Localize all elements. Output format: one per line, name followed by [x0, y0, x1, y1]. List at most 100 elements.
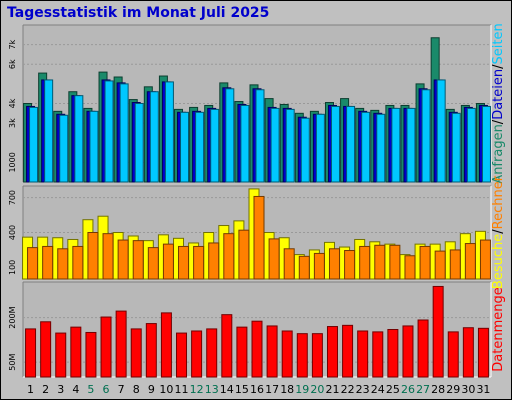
x-tick-label-day-14: 14 — [220, 383, 234, 396]
legend-entry: / — [491, 229, 506, 234]
bar-seiten-day-20 — [315, 113, 325, 183]
bar-datenmenge-day-23 — [357, 330, 369, 378]
bar-seiten-day-29 — [451, 112, 461, 183]
chart-title: Tagesstatistik im Monat Juli 2025 — [7, 5, 270, 21]
legend-entry: Dateien — [491, 69, 506, 120]
bar-rechner-day-6 — [102, 233, 114, 280]
legend-entry: / — [491, 119, 506, 124]
y-tick-label: 50M — [8, 354, 17, 371]
bar-seiten-day-18 — [285, 108, 295, 183]
y-tick-label: 700 — [8, 190, 17, 205]
x-tick-label-day-2: 2 — [42, 383, 49, 396]
x-tick-label-day-29: 29 — [446, 383, 460, 396]
bar-rechner-day-17 — [268, 238, 280, 280]
x-tick-label-day-15: 15 — [235, 383, 249, 396]
bar-rechner-day-26 — [404, 255, 416, 280]
y-tick-label: 4k — [8, 98, 17, 108]
bar-seiten-day-9 — [149, 91, 159, 183]
bar-datenmenge-day-24 — [372, 331, 384, 378]
x-tick-label-day-16: 16 — [250, 383, 264, 396]
bar-seiten-day-25 — [391, 107, 401, 183]
bar-datenmenge-day-16 — [251, 320, 263, 378]
bar-rechner-day-13 — [208, 242, 220, 280]
bar-datenmenge-day-26 — [402, 325, 414, 378]
x-tick-label-day-10: 10 — [159, 383, 173, 396]
bar-seiten-day-14 — [225, 88, 235, 183]
x-tick-label-day-24: 24 — [371, 383, 385, 396]
legend-requests: Anfragen/Dateien/Seiten — [491, 23, 506, 183]
y-tick-label: 3k — [8, 118, 17, 128]
legend-visits: Besuche/Rechner — [491, 175, 506, 289]
y-tick-label: 400 — [8, 225, 17, 240]
bar-datenmenge-day-17 — [266, 325, 278, 378]
bar-datenmenge-day-8 — [130, 328, 142, 378]
bar-rechner-day-1 — [27, 247, 39, 280]
bar-rechner-day-20 — [313, 252, 325, 280]
bar-datenmenge-day-27 — [417, 319, 429, 378]
bar-datenmenge-day-10 — [160, 312, 172, 378]
bar-datenmenge-day-11 — [176, 332, 188, 378]
legend-entry: Besuche — [491, 234, 506, 289]
x-tick-label-day-20: 20 — [310, 383, 324, 396]
bar-seiten-day-6 — [104, 80, 114, 183]
bar-datenmenge-day-9 — [145, 323, 157, 378]
bar-datenmenge-day-1 — [25, 328, 37, 378]
bar-rechner-day-24 — [374, 244, 386, 280]
bar-rechner-day-5 — [87, 232, 99, 280]
bar-rechner-day-28 — [434, 250, 446, 280]
bar-seiten-day-27 — [421, 89, 431, 183]
bar-seiten-day-26 — [406, 107, 416, 183]
bar-datenmenge-day-18 — [281, 330, 293, 378]
bar-seiten-day-24 — [376, 113, 386, 183]
bar-datenmenge-day-13 — [206, 328, 218, 378]
legend-entry: / — [491, 64, 506, 69]
legend-entry: Rechner — [491, 175, 506, 229]
x-tick-label-day-9: 9 — [148, 383, 155, 396]
x-tick-label-day-19: 19 — [295, 383, 309, 396]
bar-datenmenge-day-22 — [342, 324, 354, 378]
bar-seiten-day-13 — [210, 108, 220, 183]
x-tick-label-day-23: 23 — [356, 383, 370, 396]
y-tick-label: 1000 — [8, 152, 17, 172]
bar-datenmenge-day-20 — [311, 333, 323, 378]
x-tick-label-day-12: 12 — [190, 383, 204, 396]
y-tick-label: 6k — [8, 59, 17, 69]
bar-seiten-day-12 — [195, 111, 205, 183]
x-tick-label-day-4: 4 — [72, 383, 79, 396]
bar-datenmenge-day-2 — [40, 321, 52, 378]
bar-seiten-day-8 — [134, 103, 144, 183]
y-tick-label: 200M — [8, 306, 17, 328]
bar-seiten-day-19 — [300, 117, 310, 183]
bar-datenmenge-day-31 — [477, 327, 489, 378]
bar-rechner-day-7 — [117, 239, 129, 280]
bar-datenmenge-day-30 — [462, 327, 474, 378]
bar-seiten-day-16 — [255, 89, 265, 183]
bar-seiten-day-4 — [74, 95, 84, 183]
x-tick-label-day-27: 27 — [416, 383, 430, 396]
bar-seiten-day-5 — [89, 110, 99, 183]
bar-datenmenge-day-28 — [432, 285, 444, 378]
bar-rechner-day-30 — [464, 243, 476, 280]
bar-rechner-day-16 — [253, 195, 265, 280]
x-tick-label-day-8: 8 — [133, 383, 140, 396]
bar-rechner-day-3 — [57, 248, 69, 280]
bar-rechner-day-25 — [389, 244, 401, 280]
x-tick-label-day-21: 21 — [325, 383, 339, 396]
bar-rechner-day-12 — [193, 245, 205, 280]
x-tick-label-day-3: 3 — [57, 383, 64, 396]
legend-entry: Datenmenge — [491, 287, 506, 371]
x-tick-label-day-7: 7 — [118, 383, 125, 396]
x-tick-label-day-18: 18 — [280, 383, 294, 396]
bar-datenmenge-day-19 — [296, 333, 308, 378]
bar-seiten-day-10 — [164, 81, 174, 183]
bar-seiten-day-11 — [180, 111, 190, 183]
bar-datenmenge-day-4 — [70, 326, 82, 378]
bar-rechner-day-14 — [223, 233, 235, 280]
x-tick-label-day-6: 6 — [103, 383, 110, 396]
bar-rechner-day-31 — [479, 239, 491, 280]
bar-seiten-day-1 — [29, 106, 39, 183]
x-tick-label-day-31: 31 — [476, 383, 490, 396]
bar-seiten-day-17 — [270, 107, 280, 183]
